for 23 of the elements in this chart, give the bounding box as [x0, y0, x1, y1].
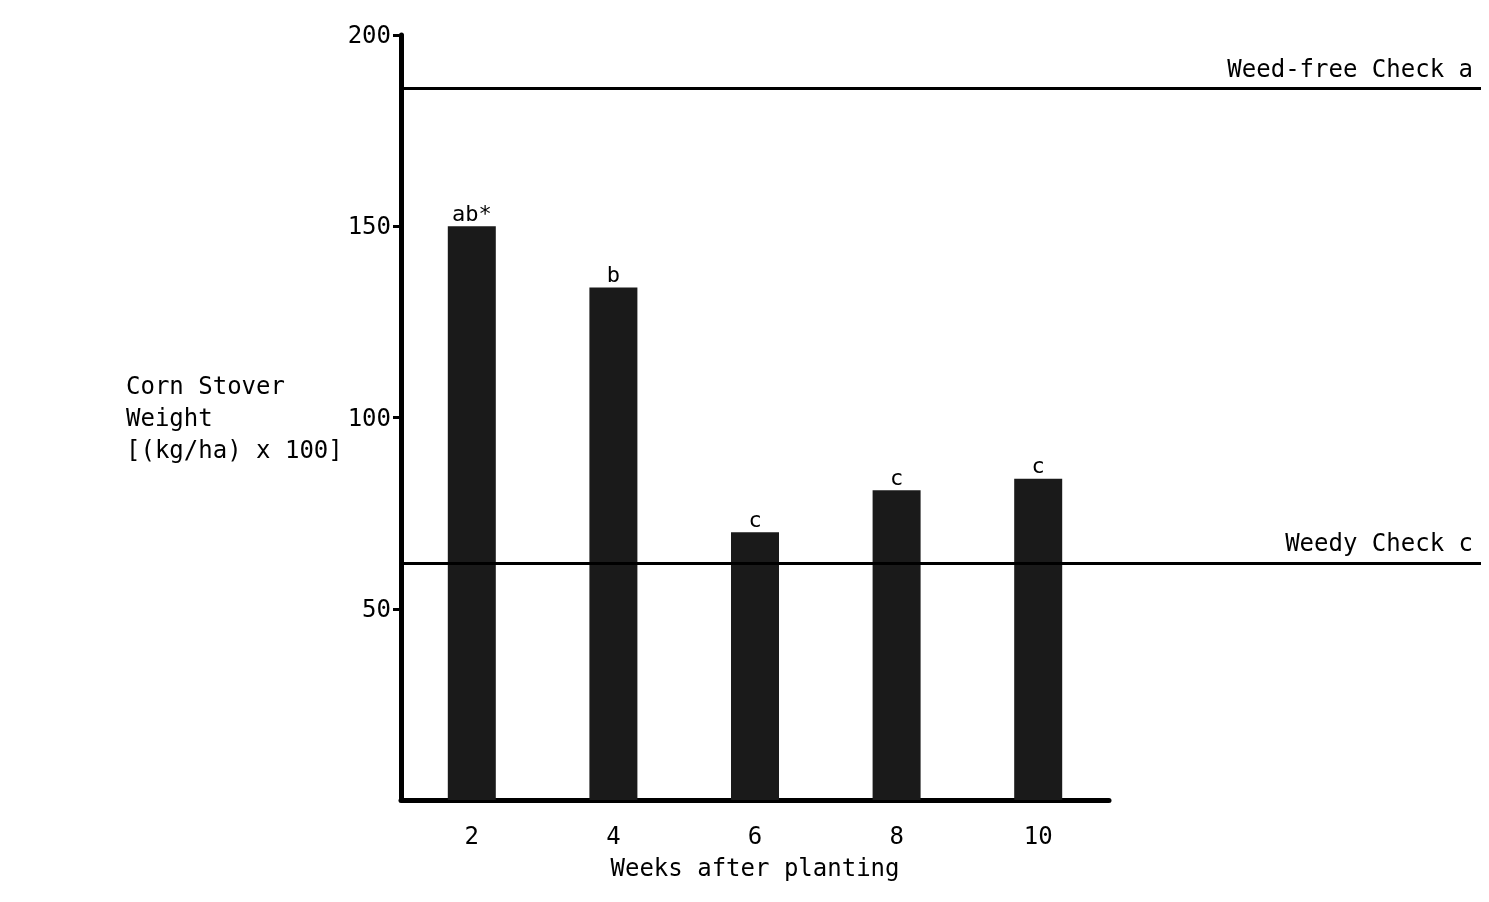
- x-axis-title: Weeks after planting: [610, 854, 900, 882]
- x-tick-label: 10: [1023, 822, 1053, 850]
- bar: [447, 226, 496, 800]
- data-label: c: [1031, 453, 1045, 479]
- ref-line-label: Weedy Check c: [1285, 528, 1473, 557]
- data-label: c: [889, 464, 904, 490]
- bar: [589, 287, 638, 800]
- bar: [872, 490, 921, 800]
- data-label: c: [748, 506, 762, 532]
- y-tick-label: 150: [347, 212, 391, 241]
- ref-line-label: Weed-free Check a: [1227, 54, 1473, 83]
- y-tick-label: 200: [347, 21, 391, 49]
- x-tick-label: 8: [889, 822, 904, 850]
- x-tick-label: 4: [606, 822, 621, 850]
- data-label: ab*: [451, 200, 492, 226]
- bar: [1014, 478, 1063, 800]
- bar: [731, 532, 779, 800]
- data-label: b: [606, 261, 621, 287]
- y-axis-title: Corn Stover Weight [(kg/ha) x 100]: [126, 371, 343, 464]
- y-tick-label: 100: [347, 403, 391, 432]
- x-tick-label: 6: [747, 822, 763, 850]
- x-tick-label: 2: [464, 822, 480, 850]
- y-tick-label: 50: [362, 594, 391, 623]
